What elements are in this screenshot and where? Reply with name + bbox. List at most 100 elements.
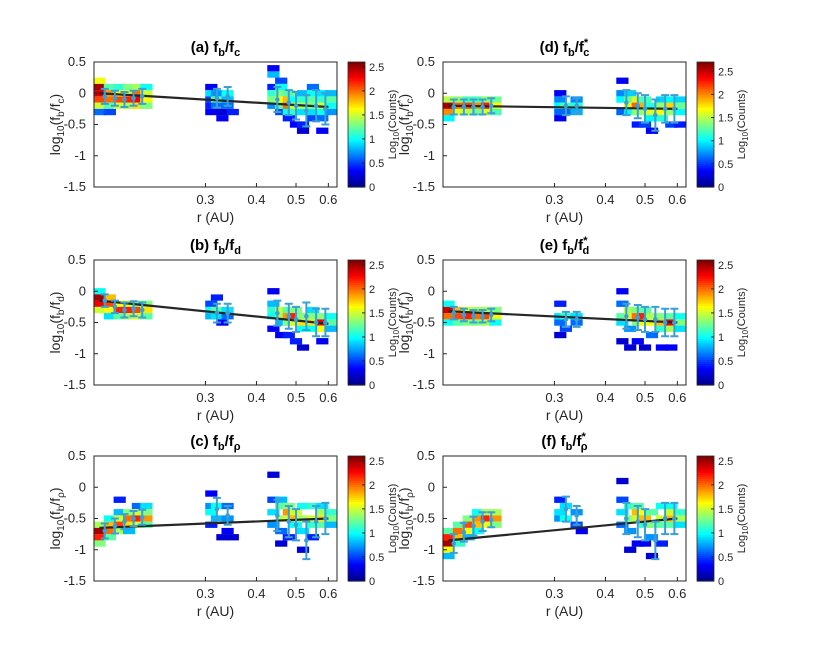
y-tick-label: -0.5 <box>64 117 86 132</box>
error-bar-point <box>461 104 467 110</box>
colorbar-segment <box>348 299 365 303</box>
colorbar-segment <box>348 558 365 561</box>
colorbar-segment <box>697 301 714 305</box>
colorbar-tick-label: 2 <box>718 284 724 296</box>
heatmap-cell <box>674 319 687 326</box>
heatmap-cell <box>93 306 106 314</box>
colorbar-segment <box>697 572 714 576</box>
heatmap-cell <box>296 319 310 326</box>
heatmap-cell <box>216 534 229 541</box>
heatmap-c <box>93 471 338 553</box>
colorbar-segment <box>348 489 365 493</box>
heatmap-cell <box>442 300 455 307</box>
heatmap-cell <box>282 115 295 122</box>
colorbar-segment <box>348 470 365 474</box>
error-bar <box>110 299 119 315</box>
colorbar-segment <box>697 93 714 96</box>
colorbar-segment <box>348 570 365 574</box>
error-bar <box>670 307 679 338</box>
heatmap-cell <box>624 90 637 97</box>
heatmap-cell <box>472 319 485 326</box>
error-bar-point <box>112 304 118 310</box>
colorbar-segment <box>348 351 365 355</box>
colorbar-segment <box>697 378 714 382</box>
heatmap-cell <box>325 313 338 320</box>
heatmap-cell <box>452 540 465 547</box>
colorbar-segment <box>697 180 714 184</box>
colorbar-segment <box>348 109 365 113</box>
colorbar-segment <box>697 99 714 103</box>
colorbar-segment <box>348 537 365 540</box>
heatmap-cell <box>113 90 126 97</box>
heatmap-cell <box>655 115 668 122</box>
colorbar-segment <box>697 360 714 363</box>
heatmap-cell <box>489 521 502 528</box>
error-bar-point <box>574 103 579 109</box>
heatmap-cell <box>645 319 659 326</box>
colorbar-segment <box>348 472 365 476</box>
y-tick-label: -0.5 <box>64 315 86 330</box>
colorbar-segment <box>348 149 365 153</box>
colorbar-segment <box>348 510 365 513</box>
colorbar-segment <box>697 278 714 282</box>
heatmap-cell <box>306 115 319 122</box>
error-bar <box>651 98 660 132</box>
error-bar <box>138 301 147 319</box>
error-bar-point <box>635 315 641 320</box>
colorbar-segment <box>697 151 714 155</box>
x-tick-label: 0.3 <box>196 586 214 601</box>
heatmap-cell <box>616 96 629 103</box>
colorbar-segment <box>697 376 714 380</box>
colorbar-segment <box>697 508 714 511</box>
colorbar-segment <box>348 376 365 380</box>
heatmap-cell <box>480 96 493 103</box>
heatmap-cell <box>489 509 502 516</box>
colorbar-label: Log10(Counts) <box>736 288 750 357</box>
colorbar-segment <box>348 322 365 326</box>
heatmap-cell <box>674 121 687 128</box>
heatmap-cell <box>624 546 637 553</box>
heatmap-cell <box>616 288 629 295</box>
heatmap-cell <box>638 344 652 351</box>
heatmap-cell <box>489 319 502 326</box>
colorbar-segment <box>697 464 714 468</box>
colorbar-segment <box>697 70 714 74</box>
error-bar <box>110 89 119 107</box>
colorbar-segment <box>348 312 365 315</box>
colorbar-segment <box>348 324 365 328</box>
colorbar-tick-label: 0.5 <box>369 356 384 368</box>
error-bar <box>273 299 282 327</box>
heatmap-cell <box>103 521 116 528</box>
colorbar-segment <box>697 351 714 355</box>
heatmap-cell <box>306 313 319 320</box>
colorbar-tick-label: 2.5 <box>369 260 384 272</box>
colorbar-segment <box>697 364 714 367</box>
colorbar-segment <box>348 374 365 378</box>
heatmap-cell <box>306 83 319 91</box>
colorbar-segment <box>348 535 365 538</box>
colorbar-a: 0 0.5 1 1.5 2 2.5 Log10(Counts) <box>347 61 401 194</box>
colorbar-tick-label: 0.5 <box>369 158 384 170</box>
error-bar <box>312 505 321 539</box>
heatmap-cell <box>316 127 329 134</box>
error-bar-point <box>139 94 145 99</box>
colorbar-segment <box>348 168 365 171</box>
colorbar-segment <box>697 112 714 115</box>
error-bar <box>469 515 478 537</box>
colorbar-segment <box>697 72 714 76</box>
heatmap-cell <box>306 108 319 116</box>
heatmap-cell <box>267 102 280 109</box>
heatmap-cell <box>616 509 629 516</box>
heatmap-cell <box>267 471 280 478</box>
colorbar-segment <box>348 172 365 176</box>
colorbar-tick-label: 1 <box>718 528 724 540</box>
colorbar-segment <box>697 299 714 303</box>
heatmap-cell <box>325 108 338 116</box>
colorbar-segment <box>697 293 714 297</box>
heatmap-cell <box>645 115 659 122</box>
heatmap-cell <box>282 331 295 339</box>
error-bar <box>641 94 650 124</box>
colorbar-segment <box>697 272 714 276</box>
heatmap-cell <box>316 521 329 528</box>
